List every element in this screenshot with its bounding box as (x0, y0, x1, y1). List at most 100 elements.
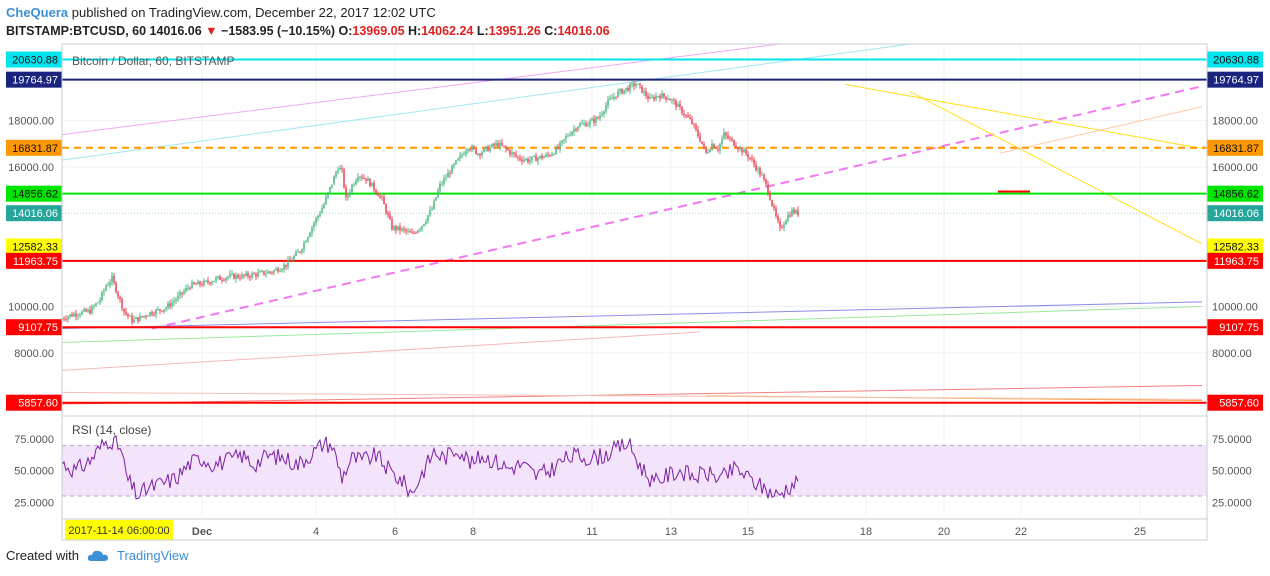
candle-body (713, 143, 715, 148)
candle-body (627, 87, 629, 91)
candle-body (677, 103, 679, 107)
current-price-tag-text: 14016.06 (12, 208, 58, 220)
candle-body (597, 117, 599, 119)
candle-body (525, 158, 527, 160)
candle-body (325, 197, 327, 205)
chart-frame (61, 43, 1208, 541)
candle-body (709, 149, 711, 153)
candle-body (739, 147, 741, 150)
level-tag-right (1207, 394, 1263, 411)
candle-body (423, 223, 425, 227)
candle-body (361, 176, 363, 178)
candle-body (401, 228, 403, 231)
candle-body (605, 105, 607, 112)
candle-body (195, 283, 197, 285)
candle-body (343, 168, 345, 188)
candle-body (733, 139, 735, 146)
candle-body (439, 183, 441, 191)
level-tag-text: 19764.97 (12, 75, 58, 87)
chart-header: CheQuera published on TradingView.com, D… (6, 3, 610, 41)
level-tag-text: 9107.75 (18, 322, 58, 334)
level-tag-right (1207, 51, 1263, 68)
candle-body (265, 273, 267, 275)
candle-body (275, 268, 277, 271)
candle-body (353, 184, 355, 186)
candle-body (549, 155, 551, 157)
candle-body (279, 270, 281, 272)
candle-body (243, 274, 245, 276)
candle-body (657, 95, 659, 97)
candle-body (711, 143, 713, 150)
candle-body (715, 147, 717, 149)
candle-body (217, 276, 219, 278)
candle-body (413, 232, 415, 234)
candle-body (467, 149, 469, 152)
candle-body (607, 99, 609, 106)
tradingview-logo-icon[interactable] (87, 549, 109, 563)
candle-body (143, 315, 145, 317)
candle-body (797, 210, 799, 216)
candle-body (415, 232, 417, 234)
candle-body (475, 148, 477, 155)
candle-body (73, 313, 75, 317)
candle-body (71, 314, 73, 317)
y-tick-label-right: 8000.00 (1212, 348, 1252, 360)
candle-body (527, 158, 529, 163)
x-tick-label: 13 (665, 526, 677, 538)
candle-body (223, 280, 225, 282)
candle-body (629, 84, 631, 91)
candle-body (311, 227, 313, 234)
author-name[interactable]: CheQuera (6, 5, 69, 20)
candle-body (683, 113, 685, 116)
candle-body (637, 83, 639, 85)
candle-body (245, 273, 247, 276)
level-tag-left (6, 71, 62, 88)
candle-body (617, 91, 619, 98)
level-tag-text: 19764.97 (1213, 75, 1259, 87)
candle-body (781, 227, 783, 229)
candle-body (249, 276, 251, 278)
candle-body (611, 98, 613, 100)
candle-body (623, 89, 625, 94)
candle-body (571, 131, 573, 136)
candle-body (199, 281, 201, 285)
level-tag-text: 20630.88 (12, 55, 58, 67)
candle-body (479, 153, 481, 156)
candle-body (457, 158, 459, 161)
candle-body (157, 309, 159, 311)
candle-body (251, 273, 253, 278)
candle-body (471, 146, 473, 150)
rsi-tick-label-right: 25.0000 (1212, 497, 1252, 509)
candle-body (407, 231, 409, 233)
candle-body (129, 315, 131, 317)
candle-body (375, 189, 377, 194)
candle-body (441, 183, 443, 185)
candle-body (159, 309, 161, 311)
candle-body (77, 315, 79, 317)
candle-body (625, 87, 627, 90)
candle-body (367, 178, 369, 181)
candle-body (173, 300, 175, 303)
candle-body (583, 123, 585, 125)
current-price-tag-right (1207, 205, 1263, 222)
candle-body (359, 176, 361, 178)
candle-body (175, 299, 177, 301)
candle-body (787, 215, 789, 221)
high-value: 14062.24 (421, 24, 474, 38)
tradingview-brand-link[interactable]: TradingView (116, 548, 189, 563)
candle-body (379, 196, 381, 198)
candle-body (575, 128, 577, 131)
candle-body (409, 231, 411, 233)
candle-body (97, 302, 99, 304)
candle-body (169, 303, 171, 307)
candle-body (83, 309, 85, 312)
price-change: −1583.95 (−10.15%) (221, 24, 336, 38)
candle-body (267, 271, 269, 274)
candle-body (239, 277, 241, 279)
candle-body (309, 233, 311, 237)
candle-body (189, 287, 191, 289)
candle-body (443, 178, 445, 184)
candle-body (481, 152, 483, 156)
candle-body (227, 276, 229, 278)
